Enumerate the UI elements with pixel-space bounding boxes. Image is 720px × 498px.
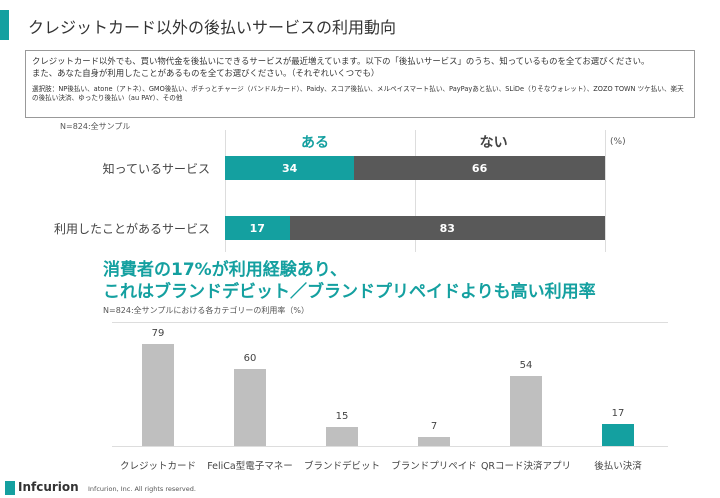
bar xyxy=(142,344,174,446)
stacked-bar: 34 66 xyxy=(225,156,605,180)
category-label: クレジットカード xyxy=(119,461,196,472)
category-label: ブランドデビット xyxy=(303,461,380,472)
sample-note: N=824:全サンプル xyxy=(60,122,131,131)
row-label: 利用したことがあるサービス xyxy=(53,222,210,236)
logo-icon xyxy=(5,481,15,495)
data-label: 54 xyxy=(519,360,533,372)
bar-segment-no: 83 xyxy=(289,216,605,240)
headline-line2: これはブランドデビット／ブランドプリペイドよりも高い利用率 xyxy=(103,282,596,302)
gridline xyxy=(225,130,226,252)
footer-copyright: Infcurion, Inc. All rights reserved. xyxy=(88,485,196,493)
category-label: FeliCa型電子マネー xyxy=(207,461,293,472)
bar xyxy=(234,368,266,446)
sample-note-2: N=824:全サンプルにおける各カテゴリーの利用率（%） xyxy=(103,306,310,315)
bar xyxy=(602,424,634,446)
question-line1: クレジットカード以外でも、買い物代金を後払いにできるサービスが最近増えています。… xyxy=(32,56,650,66)
legend-yes: ある xyxy=(301,135,329,151)
bar xyxy=(510,376,542,446)
headline: 消費者の17%が利用経験あり、 これはブランドデビット／ブランドプリペイドよりも… xyxy=(103,259,596,303)
bar xyxy=(418,436,450,446)
bar-segment-no: 66 xyxy=(354,156,605,180)
data-label: 17 xyxy=(611,408,625,420)
divider xyxy=(112,322,668,323)
data-label: 7 xyxy=(430,420,438,432)
page-title: クレジットカード以外の後払いサービスの利用動向 xyxy=(28,18,397,37)
stacked-bar: 17 83 xyxy=(225,216,605,240)
row-label: 知っているサービス xyxy=(102,162,210,176)
unit-label: (%) xyxy=(610,137,626,147)
question-line2: また、あなた自身が利用したことがあるものを全てお選びください。（それぞれいくつで… xyxy=(32,68,380,78)
footer-brand: Infcurion xyxy=(18,480,79,494)
data-label: 15 xyxy=(335,410,349,422)
gridline xyxy=(605,130,606,252)
headline-line1: 消費者の17%が利用経験あり、 xyxy=(103,260,348,280)
category-label: 後払い決済 xyxy=(594,461,642,472)
question-options: 選択肢：NP後払い、atone（アトネ）、GMO後払い、ポチっとチャージ（バンド… xyxy=(32,85,684,102)
data-label: 79 xyxy=(151,328,165,339)
title-accent-bar xyxy=(0,10,9,40)
category-label: ブランドプリペイド xyxy=(391,461,477,472)
gridline xyxy=(415,130,416,252)
baseline xyxy=(112,446,668,447)
bar-segment-yes: 34 xyxy=(225,156,355,180)
question-box: クレジットカード以外でも、買い物代金を後払いにできるサービスが最近増えています。… xyxy=(25,50,695,118)
bar-segment-yes: 17 xyxy=(225,216,290,240)
category-label: QRコード決済アプリ xyxy=(480,461,572,472)
bar xyxy=(326,426,358,446)
data-label: 60 xyxy=(243,352,257,364)
legend-no: ない xyxy=(479,135,508,151)
